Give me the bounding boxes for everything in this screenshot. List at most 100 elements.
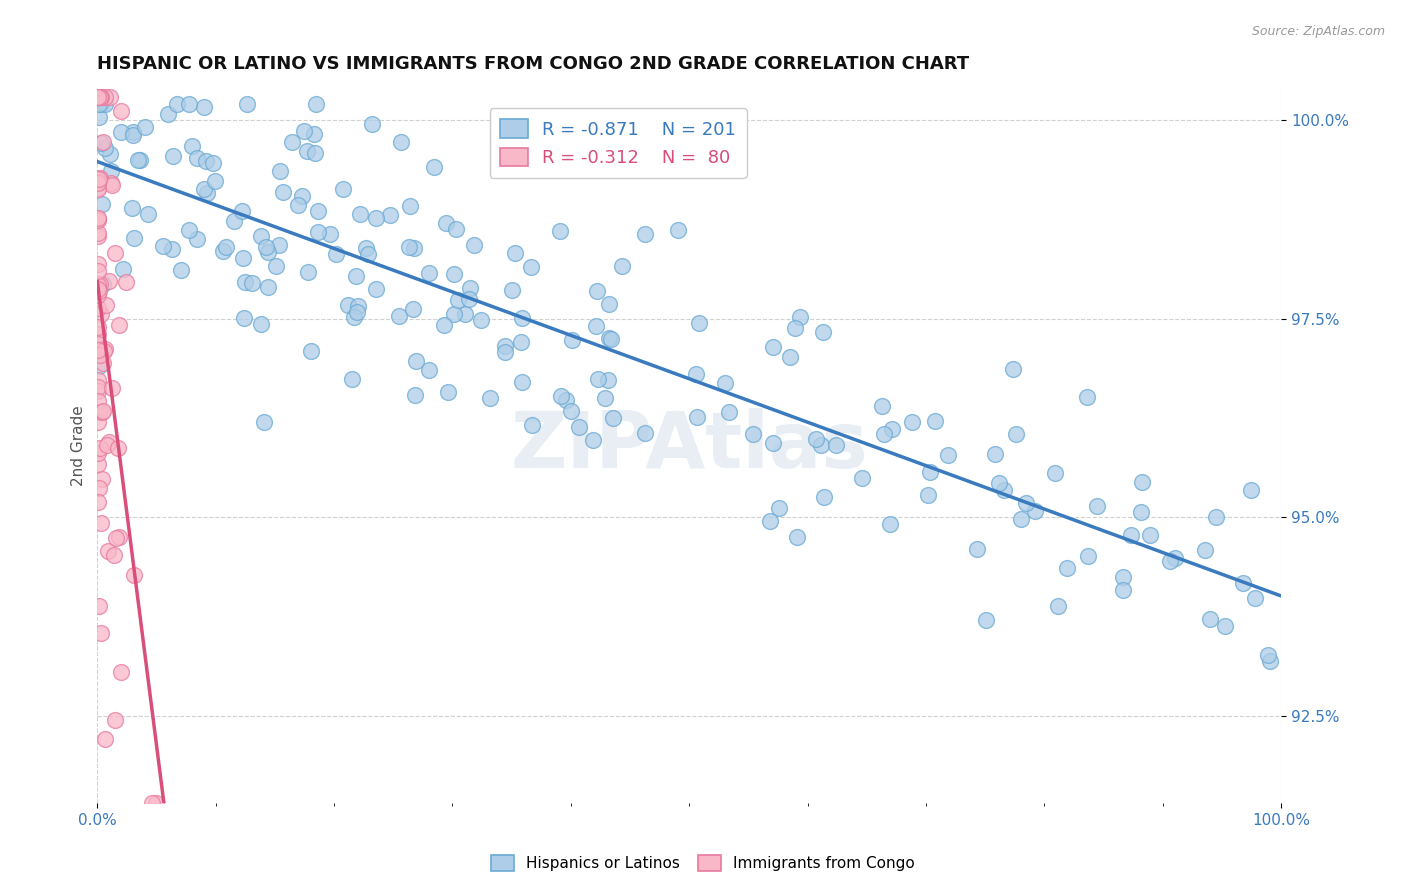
- Point: [360, 117, 382, 131]
- Point: [87, 89, 110, 103]
- Point: [364, 211, 387, 225]
- Point: [257, 245, 280, 260]
- Point: [1243, 591, 1265, 605]
- Point: [90, 89, 112, 103]
- Point: [186, 232, 208, 246]
- Point: [1001, 362, 1024, 376]
- Point: [89, 285, 111, 299]
- Point: [145, 796, 167, 810]
- Point: [1232, 576, 1254, 591]
- Point: [786, 530, 808, 544]
- Point: [233, 275, 256, 289]
- Point: [157, 107, 180, 121]
- Point: [104, 531, 127, 545]
- Point: [388, 309, 411, 323]
- Point: [138, 207, 160, 221]
- Point: [503, 245, 526, 260]
- Point: [598, 373, 620, 387]
- Point: [186, 151, 208, 165]
- Point: [108, 530, 131, 544]
- Point: [418, 362, 440, 376]
- Point: [344, 269, 367, 284]
- Point: [104, 714, 127, 728]
- Point: [901, 415, 924, 429]
- Point: [122, 231, 145, 245]
- Point: [404, 388, 426, 402]
- Point: [87, 97, 110, 112]
- Point: [211, 244, 233, 258]
- Point: [87, 226, 110, 240]
- Point: [610, 259, 633, 273]
- Point: [299, 343, 322, 358]
- Point: [1076, 390, 1098, 404]
- Point: [87, 176, 110, 190]
- Point: [122, 567, 145, 582]
- Point: [1112, 570, 1135, 584]
- Point: [436, 384, 458, 399]
- Point: [304, 145, 326, 160]
- Point: [804, 432, 827, 446]
- Point: [90, 625, 112, 640]
- Text: Source: ZipAtlas.com: Source: ZipAtlas.com: [1251, 25, 1385, 38]
- Point: [96, 438, 118, 452]
- Point: [332, 182, 354, 196]
- Point: [87, 278, 110, 293]
- Point: [170, 262, 193, 277]
- Point: [1139, 528, 1161, 542]
- Point: [264, 259, 287, 273]
- Point: [789, 310, 811, 324]
- Point: [917, 488, 939, 502]
- Point: [87, 211, 110, 226]
- Point: [423, 160, 446, 174]
- Point: [87, 171, 110, 186]
- Point: [346, 305, 368, 319]
- Point: [297, 265, 319, 279]
- Point: [550, 224, 572, 238]
- Point: [141, 796, 163, 810]
- Point: [1199, 612, 1222, 626]
- Point: [402, 302, 425, 317]
- Point: [110, 125, 132, 139]
- Point: [91, 277, 114, 291]
- Point: [1129, 505, 1152, 519]
- Point: [1112, 583, 1135, 598]
- Point: [1045, 467, 1067, 481]
- Point: [599, 332, 621, 346]
- Point: [97, 435, 120, 450]
- Point: [337, 298, 360, 312]
- Point: [98, 147, 121, 161]
- Point: [768, 500, 790, 515]
- Point: [447, 293, 470, 307]
- Point: [89, 89, 111, 103]
- Point: [201, 156, 224, 170]
- Point: [318, 227, 340, 241]
- Point: [987, 475, 1010, 490]
- Point: [762, 436, 785, 450]
- Point: [984, 447, 1007, 461]
- Point: [87, 172, 110, 186]
- Point: [501, 283, 523, 297]
- Point: [87, 282, 110, 296]
- Point: [349, 207, 371, 221]
- Point: [87, 257, 110, 271]
- Point: [254, 240, 277, 254]
- Point: [87, 287, 110, 301]
- Point: [1047, 599, 1070, 613]
- Point: [179, 223, 201, 237]
- Point: [634, 426, 657, 441]
- Point: [90, 307, 112, 321]
- Point: [879, 516, 901, 531]
- Point: [443, 268, 465, 282]
- Point: [1205, 509, 1227, 524]
- Point: [598, 297, 620, 311]
- Point: [90, 516, 112, 530]
- Point: [936, 448, 959, 462]
- Point: [433, 318, 456, 333]
- Point: [112, 262, 135, 277]
- Point: [302, 128, 325, 142]
- Point: [166, 97, 188, 112]
- Point: [1213, 618, 1236, 632]
- Point: [107, 318, 129, 333]
- Y-axis label: 2nd Grade: 2nd Grade: [72, 406, 86, 486]
- Point: [759, 514, 782, 528]
